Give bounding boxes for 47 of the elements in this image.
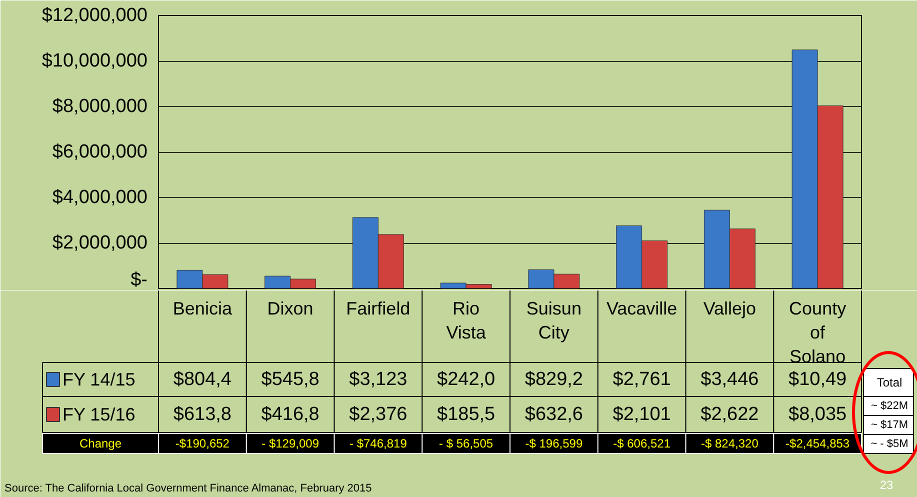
- y-tick-label: $8,000,000: [52, 96, 148, 117]
- text: $416,8: [261, 404, 320, 425]
- text: -$ 196,599: [525, 436, 583, 450]
- y-tick-label: $-: [130, 270, 148, 290]
- text: ~ $17M: [871, 419, 908, 431]
- text: $185,5: [437, 404, 496, 425]
- x-tick-label: Vacaville: [606, 298, 678, 318]
- text: $2,761: [612, 369, 671, 390]
- x-tick-label: Rio Vista: [446, 298, 487, 342]
- text: $632,6: [524, 404, 584, 425]
- text: 23: [880, 478, 894, 492]
- text: $2,376: [349, 404, 408, 425]
- source-note: Source: The California Local Government Finance Almanac, February 2015: [4, 482, 372, 494]
- x-tick-label: Dixon: [267, 298, 314, 318]
- text: -$2,454,853: [786, 436, 850, 450]
- text: $8,035: [788, 404, 847, 425]
- text: Total: [876, 376, 902, 390]
- y-tick-label: $6,000,000: [52, 142, 148, 162]
- y-tick-label: $12,000,000: [42, 5, 148, 26]
- text: - $746,819: [349, 436, 408, 450]
- legend-label: FY 15/16: [62, 404, 136, 424]
- y-tick-label: $10,000,000: [42, 50, 148, 72]
- y-tick-label: $2,000,000: [52, 232, 148, 254]
- text: Change: [79, 436, 122, 450]
- text: $3,446: [700, 369, 759, 390]
- text: ~ - $5M: [870, 438, 908, 450]
- x-tick-label: Benicia: [172, 298, 233, 318]
- text: $10,49: [788, 369, 847, 390]
- text: $545,8: [261, 369, 320, 390]
- text: - $129,009: [262, 436, 320, 450]
- text: $804,4: [173, 369, 232, 390]
- x-tick-label: Fairfield: [346, 298, 410, 318]
- x-tick-label: Vallejo: [703, 298, 756, 318]
- text: -$190,652: [175, 436, 230, 450]
- text: $829,2: [524, 369, 584, 390]
- x-tick-label: Suisun City: [526, 298, 582, 342]
- text: - $ 56,505: [439, 436, 494, 450]
- text: $3,123: [349, 369, 408, 390]
- text: ~ $22M: [871, 400, 908, 412]
- text: $2,622: [700, 404, 759, 425]
- text: $2,101: [612, 404, 671, 425]
- text: -$ 824,320: [700, 436, 759, 450]
- y-tick-label: $4,000,000: [52, 187, 148, 208]
- text: $613,8: [173, 404, 232, 425]
- text: $242,0: [437, 369, 496, 390]
- text: -$ 606,521: [613, 436, 671, 450]
- legend-label: FY 14/15: [62, 370, 136, 390]
